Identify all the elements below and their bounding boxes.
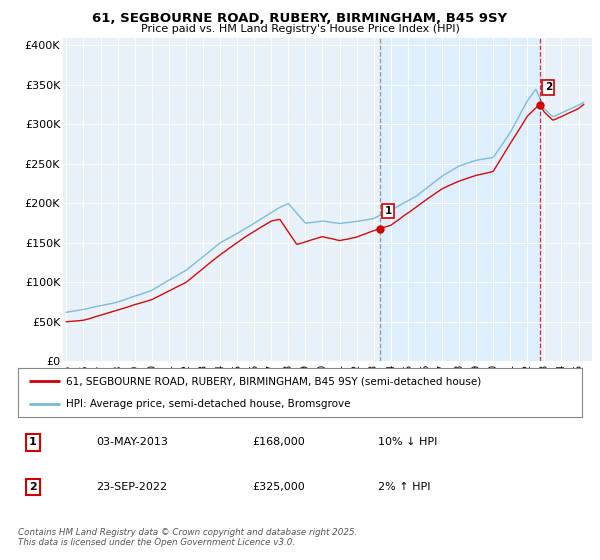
Bar	[380, 38, 540, 361]
Text: 2: 2	[545, 82, 552, 92]
Text: 23-SEP-2022: 23-SEP-2022	[96, 482, 167, 492]
Text: £168,000: £168,000	[252, 437, 305, 447]
Text: Contains HM Land Registry data © Crown copyright and database right 2025.
This d: Contains HM Land Registry data © Crown c…	[18, 528, 358, 547]
Text: Price paid vs. HM Land Registry's House Price Index (HPI): Price paid vs. HM Land Registry's House …	[140, 24, 460, 34]
Text: 2: 2	[29, 482, 37, 492]
Text: £325,000: £325,000	[252, 482, 305, 492]
Text: 03-MAY-2013: 03-MAY-2013	[96, 437, 168, 447]
Text: 61, SEGBOURNE ROAD, RUBERY, BIRMINGHAM, B45 9SY: 61, SEGBOURNE ROAD, RUBERY, BIRMINGHAM, …	[92, 12, 508, 25]
Text: 1: 1	[385, 206, 392, 216]
Text: 61, SEGBOURNE ROAD, RUBERY, BIRMINGHAM, B45 9SY (semi-detached house): 61, SEGBOURNE ROAD, RUBERY, BIRMINGHAM, …	[66, 376, 481, 386]
Text: 1: 1	[29, 437, 37, 447]
Text: 2% ↑ HPI: 2% ↑ HPI	[378, 482, 431, 492]
Text: HPI: Average price, semi-detached house, Bromsgrove: HPI: Average price, semi-detached house,…	[66, 399, 350, 409]
Text: 10% ↓ HPI: 10% ↓ HPI	[378, 437, 437, 447]
